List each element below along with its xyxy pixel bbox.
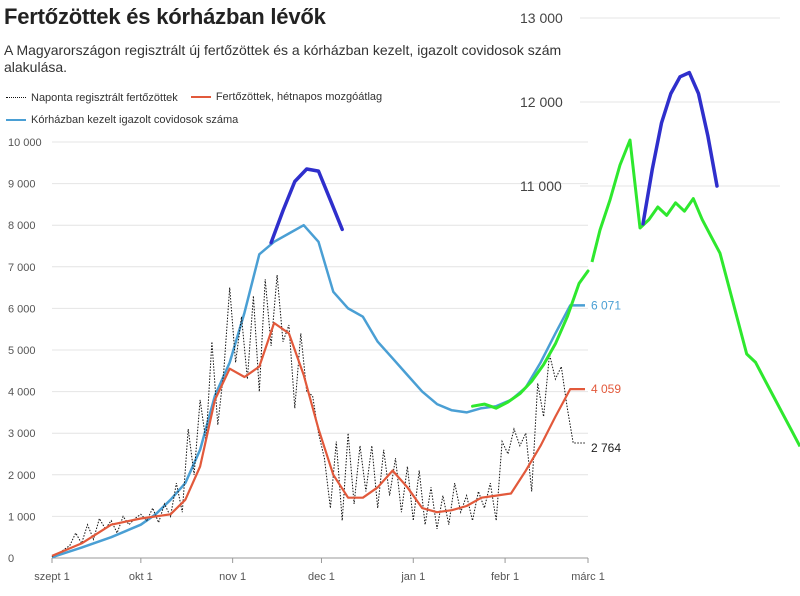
subtitle-line-2: alakulása.	[4, 59, 68, 75]
end-label-moving-average: 4 059	[591, 382, 621, 396]
y-tick-label: 0	[8, 553, 14, 565]
legend-label-daily: Naponta regisztrált fertőzöttek	[31, 91, 178, 104]
y-tick-label: 4 000	[8, 387, 36, 399]
series-line-daily	[51, 275, 585, 558]
legend-label-moving-average: Fertőzöttek, hétnapos mozgóátlag	[215, 91, 383, 103]
series-line-moving-average	[51, 321, 585, 557]
right-overlay-rise	[590, 138, 800, 448]
x-tick-label: márc 1	[571, 571, 605, 583]
x-tick-label: febr 1	[491, 571, 519, 583]
y-tick-label: 3 000	[8, 428, 36, 440]
legend-swatch-daily	[6, 97, 26, 98]
legend-item-daily: Naponta regisztrált fertőzöttek	[6, 92, 178, 104]
end-label-hospitalized: 6 071	[591, 298, 621, 312]
legend-item-moving-average: Fertőzöttek, hétnapos mozgóátlag	[190, 91, 383, 103]
right-overlay-peak	[641, 70, 719, 226]
y-tick-label: 9 000	[8, 179, 36, 191]
x-tick-label: nov 1	[219, 571, 246, 583]
x-tick-label: dec 1	[308, 571, 335, 583]
x-tick-label: okt 1	[129, 571, 153, 583]
y-tick-label: 6 000	[8, 303, 36, 315]
chart-subtitle: A Magyarországon regisztrált új fertőzöt…	[4, 42, 594, 76]
legend-item-hospitalized: Kórházban kezelt igazolt covidosok száma	[6, 114, 238, 126]
legend-swatch-moving-average	[190, 96, 211, 98]
right-y-tick-label: 11 000	[520, 178, 562, 194]
right-y-tick-label: 12 000	[520, 94, 563, 110]
y-tick-label: 8 000	[8, 220, 36, 232]
chart-title: Fertőzöttek és kórházban lévők	[4, 4, 326, 29]
y-tick-label: 5 000	[8, 345, 36, 357]
legend-label-hospitalized: Kórházban kezelt igazolt covidosok száma	[31, 113, 239, 126]
chart-legend: Naponta regisztrált fertőzöttek Fertőzöt…	[6, 89, 566, 134]
y-tick-label: 7 000	[8, 262, 36, 274]
overlay-line-rise	[471, 269, 590, 410]
subtitle-line-1: A Magyarországon regisztrált új fertőzöt…	[4, 42, 562, 58]
right-y-tick-label: 13 000	[520, 10, 563, 26]
x-tick-label: szept 1	[34, 571, 69, 583]
y-tick-label: 2 000	[8, 470, 36, 482]
x-tick-label: jan 1	[400, 571, 425, 583]
overlay-line-peak	[269, 167, 344, 245]
end-label-daily: 2 764	[591, 441, 621, 455]
y-tick-label: 10 000	[8, 137, 42, 149]
y-tick-label: 1 000	[8, 511, 36, 523]
legend-swatch-hospitalized	[6, 118, 26, 121]
